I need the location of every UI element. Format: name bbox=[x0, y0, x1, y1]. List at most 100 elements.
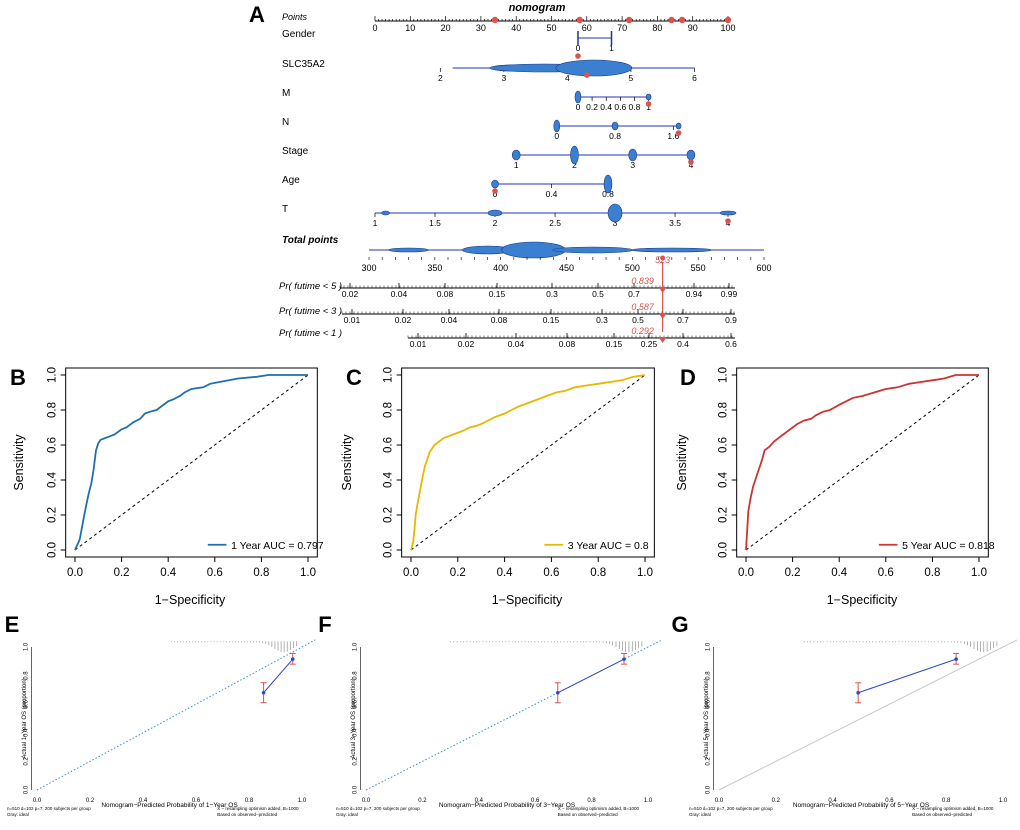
variable-tick-label: 1 bbox=[646, 102, 651, 112]
age-selected-dot bbox=[492, 188, 498, 194]
probability-tick-label: 0.02 bbox=[395, 315, 412, 325]
calibration-curve bbox=[263, 658, 294, 694]
calibration-y-tick-label: 0.6 bbox=[24, 699, 30, 708]
roc-y-tick-label: 0.2 bbox=[383, 507, 395, 523]
calibration-y-tick-label: 0.6 bbox=[705, 699, 711, 708]
calibration-y-tick-label: 0.4 bbox=[352, 728, 358, 737]
roc-y-tick-label: 0.0 bbox=[718, 542, 730, 558]
calibration-note-right: Based on observed−predicted bbox=[558, 812, 618, 817]
roc-y-tick-label: 0.6 bbox=[718, 437, 730, 453]
roc-plot-frame bbox=[65, 367, 318, 558]
gender-selected-dot bbox=[575, 53, 581, 59]
calibration-point bbox=[856, 690, 860, 695]
variable-tick-label: 0 bbox=[576, 43, 581, 53]
probability-row-label: Pr( futime < 1 ) bbox=[279, 328, 342, 339]
total-points-tick-label: 400 bbox=[493, 263, 508, 273]
roc-x-tick-label: 0.6 bbox=[878, 567, 894, 579]
calibration-x-axis-label: Nomogram−Predicted Probability of 3−Year… bbox=[439, 802, 576, 809]
calibration-y-tick-label: 0.8 bbox=[24, 671, 30, 680]
variable-label-stage: Stage bbox=[282, 146, 309, 157]
probability-tick-label: 0.94 bbox=[686, 289, 703, 299]
selected-points-dot bbox=[576, 16, 583, 24]
m-density bbox=[645, 93, 652, 101]
variable-tick-label: 0.6 bbox=[614, 102, 626, 112]
panel-label-a: A bbox=[249, 2, 265, 27]
variable-tick-label: 1 bbox=[514, 160, 519, 170]
probability-tick-label: 0.7 bbox=[677, 315, 689, 325]
roc-y-tick-label: 0.6 bbox=[383, 437, 395, 453]
roc-x-axis-label: 1−Specificity bbox=[492, 593, 563, 607]
calibration-y-tick-label: 0.0 bbox=[24, 785, 30, 794]
calibration-x-tick-label: 0.2 bbox=[86, 798, 95, 804]
m-density bbox=[574, 90, 582, 104]
calibration-x-axis-label: Nomogram−Predicted Probability of 1−Year… bbox=[101, 802, 238, 809]
stage-density bbox=[628, 148, 637, 162]
total-points-tick-label: 500 bbox=[625, 263, 640, 273]
roc-x-tick-label: 0.8 bbox=[924, 567, 940, 579]
probability-tick-label: 0.3 bbox=[546, 289, 558, 299]
probability-tick-label: 0.3 bbox=[596, 315, 608, 325]
n-density bbox=[675, 122, 682, 130]
calibration-x-tick-label: 0.6 bbox=[885, 798, 894, 804]
roc-x-tick-label: 0.0 bbox=[67, 567, 83, 579]
panel-label-d: D bbox=[680, 365, 696, 390]
panel-label-f: F bbox=[318, 612, 331, 637]
calibration-note-right: X − resampling optimism added, B=1000 bbox=[217, 806, 299, 811]
calibration-x-tick-label: 0.4 bbox=[139, 798, 148, 804]
roc-x-tick-label: 0.2 bbox=[114, 567, 130, 579]
variable-tick-label: 0 bbox=[493, 189, 498, 199]
probability-tick-label: 0.02 bbox=[342, 289, 359, 299]
points-tick-label: 70 bbox=[617, 23, 627, 33]
roc-diagonal-reference bbox=[745, 374, 980, 551]
probability-value: 0.292 bbox=[631, 326, 654, 336]
points-label: Points bbox=[282, 12, 308, 22]
probability-tick-label: 0.9 bbox=[725, 315, 737, 325]
selected-points-dot bbox=[491, 16, 499, 24]
variable-tick-label: 0.4 bbox=[546, 189, 558, 199]
calibration-curve bbox=[857, 658, 957, 694]
variable-tick-label: 0.8 bbox=[602, 189, 614, 199]
calibration-note-right: X − resampling optimism added, B=1000 bbox=[558, 806, 640, 811]
calibration-x-tick-label: 0.8 bbox=[587, 798, 596, 804]
roc-curve bbox=[745, 374, 979, 551]
variable-tick-label: 2 bbox=[438, 73, 443, 83]
points-tick-label: 50 bbox=[546, 23, 556, 33]
probability-tick-label: 0.08 bbox=[437, 289, 454, 299]
roc-y-tick-label: 0.8 bbox=[718, 402, 730, 418]
n-selected-dot bbox=[675, 130, 682, 136]
calibration-y-tick-label: 1.0 bbox=[705, 642, 711, 651]
t-selected-dot bbox=[725, 218, 731, 224]
points-tick-label: 0 bbox=[372, 23, 377, 33]
slc35a2-selected-dot bbox=[584, 72, 590, 78]
total-density bbox=[552, 246, 634, 254]
roc-y-tick-label: 1.0 bbox=[383, 367, 395, 383]
total-density bbox=[631, 247, 713, 253]
t-density bbox=[607, 203, 623, 223]
roc-x-tick-label: 0.8 bbox=[253, 567, 269, 579]
total-points-tick-label: 300 bbox=[361, 263, 376, 273]
calibration-x-tick-label: 0.6 bbox=[531, 798, 540, 804]
roc-y-tick-label: 0.2 bbox=[47, 507, 59, 523]
total-points-tick-label: 350 bbox=[427, 263, 442, 273]
roc-x-tick-label: 0.0 bbox=[403, 567, 419, 579]
stage-selected-dot bbox=[688, 159, 694, 165]
probability-tick-label: 0.15 bbox=[543, 315, 560, 325]
roc-plot-frame bbox=[736, 367, 989, 558]
panel-label-b: B bbox=[10, 365, 26, 390]
calibration-note-right: X − resampling optimism added, B=1000 bbox=[912, 806, 994, 811]
roc-y-tick-label: 1.0 bbox=[47, 367, 59, 383]
points-tick-label: 20 bbox=[441, 23, 451, 33]
stage-density bbox=[570, 145, 579, 165]
roc-x-tick-label: 1.0 bbox=[300, 567, 316, 579]
roc-x-tick-label: 0.2 bbox=[450, 567, 466, 579]
age-density bbox=[491, 179, 499, 189]
probability-arrow bbox=[658, 287, 667, 293]
roc-plot-frame bbox=[401, 367, 655, 558]
probability-arrow bbox=[658, 313, 667, 319]
probability-row-label: Pr( futime < 5 ) bbox=[279, 281, 342, 292]
calibration-y-axis-label: Actual 1−Year OS (proportion) bbox=[22, 678, 28, 758]
variable-tick-label: 3 bbox=[501, 73, 506, 83]
calibration-x-tick-label: 0.2 bbox=[772, 798, 781, 804]
roc-x-tick-label: 1.0 bbox=[637, 567, 653, 579]
variable-label-slc35a2: SLC35A2 bbox=[282, 59, 325, 70]
